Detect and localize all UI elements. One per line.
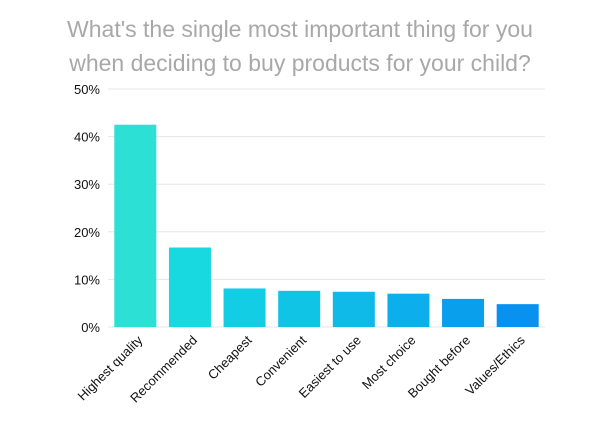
y-tick-label: 30% [74,177,100,192]
bar [168,247,211,327]
x-category-label: Cheapest [205,332,255,382]
bar [114,124,157,327]
bars [114,124,539,327]
chart-title-line-1: What's the single most important thing f… [67,16,533,42]
bar [278,290,321,327]
bar [387,293,430,327]
x-category-label: Convenient [252,332,309,389]
bar [496,304,539,327]
bar [442,298,485,327]
y-tick-label: 20% [74,225,100,240]
bar [332,291,375,327]
y-tick-label: 40% [74,130,100,145]
bar [223,288,266,327]
y-axis-tick-labels: 0% 10% 20% 30% 40% 50% [74,82,100,335]
y-tick-label: 10% [74,272,100,287]
y-tick-label: 50% [74,82,100,97]
x-category-label: Most choice [359,333,419,393]
chart-title: What's the single most important thing f… [0,12,600,80]
y-tick-label: 0% [81,320,100,335]
chart-title-line-2: when deciding to buy products for your c… [69,50,531,76]
